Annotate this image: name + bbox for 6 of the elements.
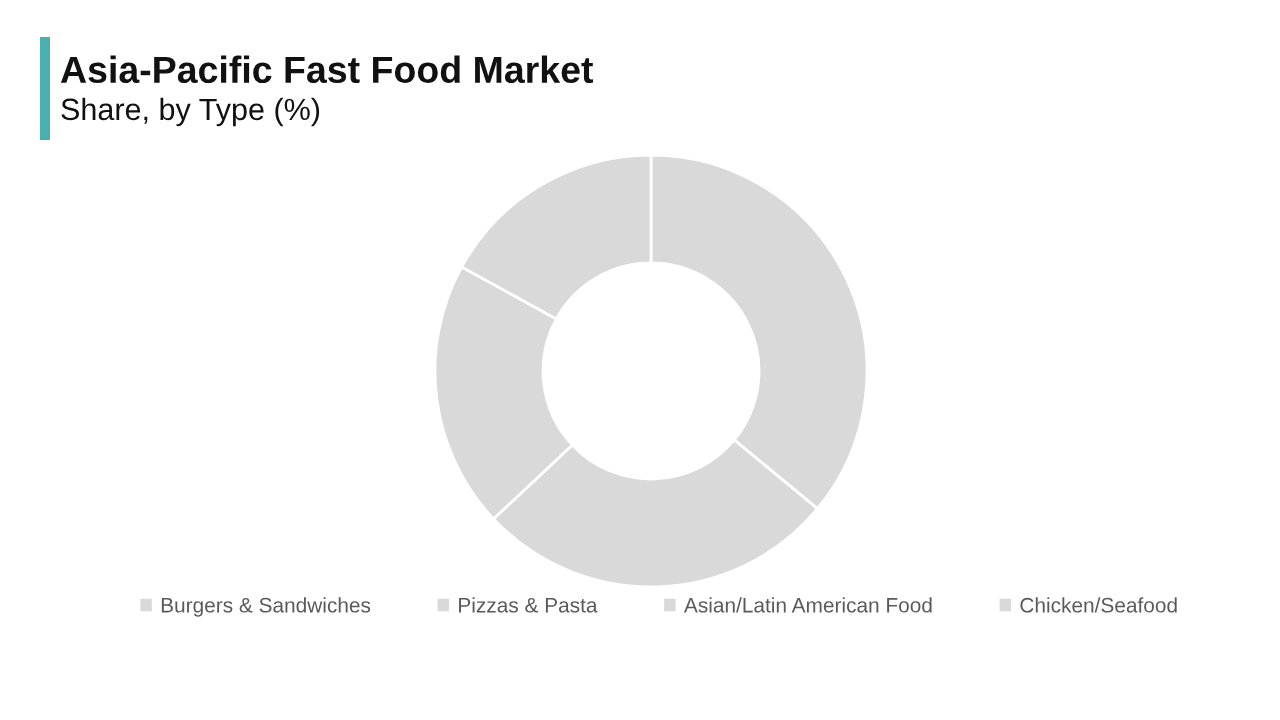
legend-label: Burgers & Sandwiches [161,597,371,617]
chart-subtitle: Share, by Type (%) [61,97,320,127]
legend-label: Asian/Latin American Food [683,597,932,613]
legend-label: Pizzas & Pasta [459,597,598,613]
legend-label: Chicken/Seafood [1020,597,1177,613]
chart-title: Asia-Pacific Fast Food Market [60,55,594,84]
